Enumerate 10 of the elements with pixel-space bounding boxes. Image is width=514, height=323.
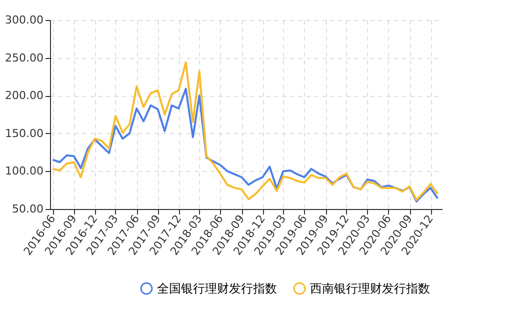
line-series — [52, 61, 439, 201]
y-tick-label: 150.00 — [5, 126, 44, 140]
y-tick-label: 300.00 — [5, 14, 44, 26]
line-series — [52, 88, 439, 202]
y-tick-label: 250.00 — [5, 51, 44, 64]
y-tick-label: 100.00 — [5, 164, 44, 178]
legend-label: 西南银行理财发行指数 — [310, 282, 430, 296]
y-tick-label: 200.00 — [5, 89, 44, 102]
y-tick-label: 50.00 — [12, 202, 44, 216]
legend-label: 全国银行理财发行指数 — [157, 282, 277, 296]
